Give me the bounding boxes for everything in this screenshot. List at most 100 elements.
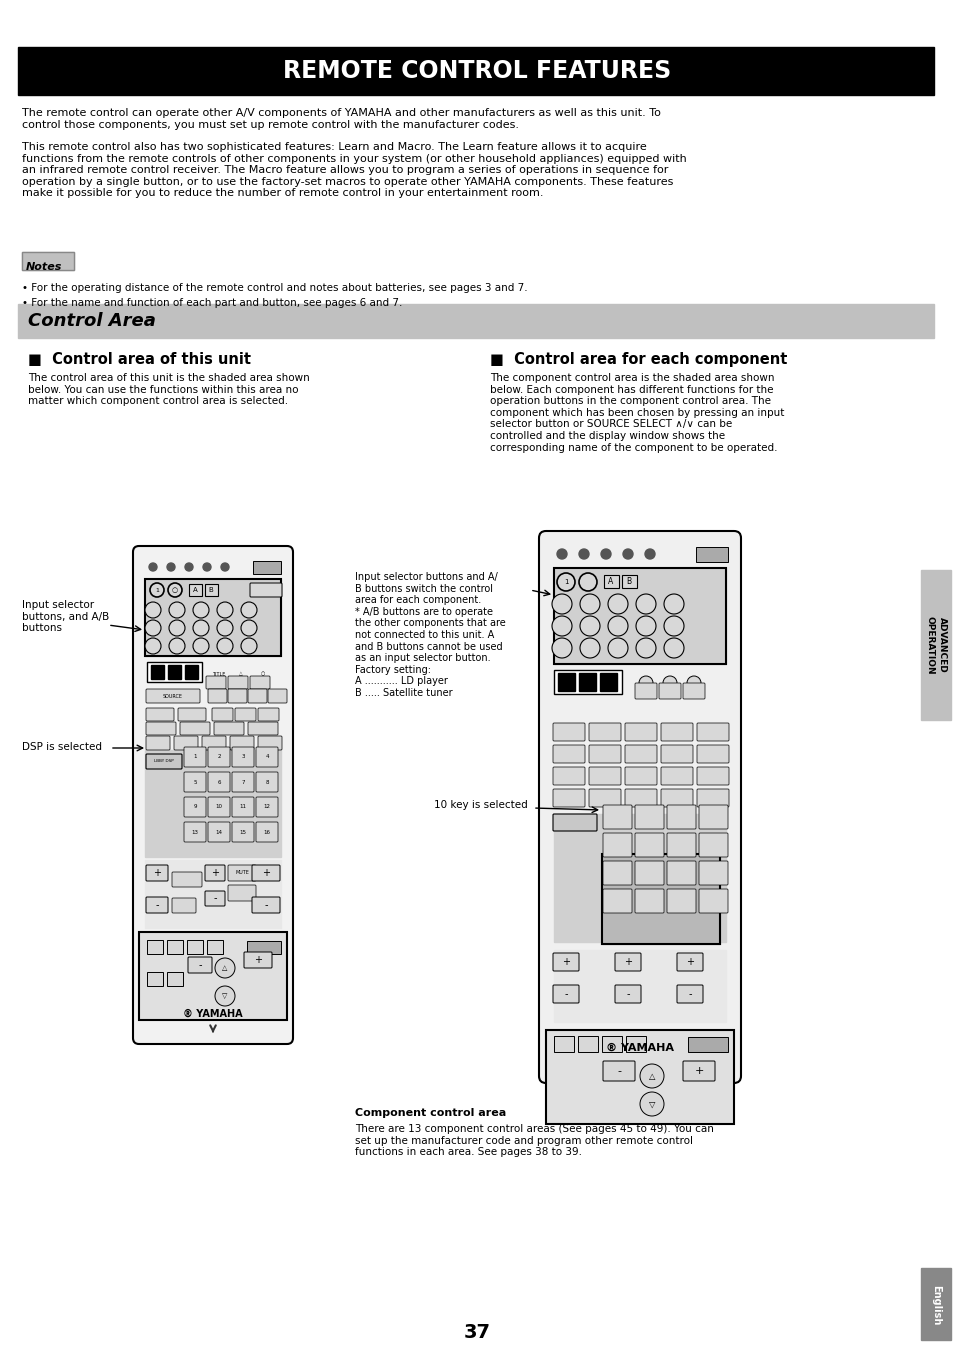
Bar (139, 931, 287, 1020)
FancyBboxPatch shape (250, 582, 282, 597)
Circle shape (216, 603, 233, 617)
Text: The control area of this unit is the shaded area shown
below. You can use the fu: The control area of this unit is the sha… (28, 373, 310, 406)
FancyBboxPatch shape (699, 833, 727, 857)
Circle shape (686, 675, 700, 690)
Circle shape (636, 616, 656, 636)
Bar (145, 580, 281, 656)
FancyBboxPatch shape (205, 865, 225, 882)
FancyBboxPatch shape (697, 723, 728, 741)
Bar (601, 1037, 621, 1051)
Text: TITLE: TITLE (213, 671, 226, 677)
Text: 15: 15 (239, 829, 246, 834)
Circle shape (552, 616, 572, 636)
Circle shape (214, 958, 234, 979)
FancyBboxPatch shape (146, 754, 182, 768)
Circle shape (193, 638, 209, 654)
Circle shape (145, 638, 161, 654)
FancyBboxPatch shape (255, 747, 277, 767)
Text: SOURCE: SOURCE (163, 693, 183, 698)
FancyBboxPatch shape (188, 957, 212, 973)
Circle shape (663, 594, 683, 613)
Circle shape (644, 549, 655, 559)
Bar (247, 941, 281, 954)
FancyBboxPatch shape (666, 805, 696, 829)
Bar (185, 665, 198, 679)
FancyBboxPatch shape (208, 747, 230, 767)
Text: △: △ (222, 965, 228, 971)
FancyBboxPatch shape (697, 789, 728, 807)
FancyBboxPatch shape (184, 772, 206, 793)
Circle shape (150, 582, 164, 597)
FancyBboxPatch shape (588, 723, 620, 741)
FancyBboxPatch shape (228, 689, 247, 704)
Bar (554, 1037, 574, 1051)
FancyBboxPatch shape (635, 805, 663, 829)
FancyBboxPatch shape (232, 797, 253, 817)
FancyBboxPatch shape (635, 861, 663, 886)
FancyBboxPatch shape (553, 745, 584, 763)
FancyBboxPatch shape (248, 723, 277, 735)
Circle shape (167, 563, 174, 572)
Circle shape (169, 638, 185, 654)
Circle shape (169, 603, 185, 617)
FancyBboxPatch shape (257, 708, 278, 721)
Text: English: English (930, 1285, 940, 1325)
Circle shape (185, 563, 193, 572)
Text: ® YAMAHA: ® YAMAHA (605, 1043, 673, 1053)
FancyBboxPatch shape (699, 888, 727, 913)
Bar (687, 1037, 727, 1051)
FancyBboxPatch shape (624, 789, 657, 807)
Bar (625, 1037, 645, 1051)
Circle shape (663, 616, 683, 636)
Circle shape (579, 638, 599, 658)
Circle shape (663, 638, 683, 658)
Text: 13: 13 (192, 829, 198, 834)
FancyBboxPatch shape (660, 745, 692, 763)
FancyBboxPatch shape (234, 708, 255, 721)
Circle shape (241, 620, 256, 636)
FancyBboxPatch shape (255, 797, 277, 817)
Circle shape (607, 616, 627, 636)
Circle shape (636, 638, 656, 658)
Circle shape (552, 594, 572, 613)
Circle shape (552, 638, 572, 658)
Text: • For the name and function of each part and button, see pages 6 and 7.: • For the name and function of each part… (22, 298, 402, 307)
FancyBboxPatch shape (228, 886, 255, 900)
Circle shape (241, 603, 256, 617)
Text: △: △ (239, 671, 243, 677)
FancyBboxPatch shape (255, 772, 277, 793)
FancyBboxPatch shape (635, 888, 663, 913)
Text: Input selector buttons and A/
B buttons switch the control
area for each compone: Input selector buttons and A/ B buttons … (355, 572, 505, 698)
Circle shape (149, 563, 157, 572)
Bar (18, 47, 933, 94)
FancyBboxPatch shape (553, 723, 584, 741)
FancyBboxPatch shape (666, 861, 696, 886)
Text: Control Area: Control Area (28, 311, 155, 330)
FancyBboxPatch shape (228, 675, 248, 689)
FancyBboxPatch shape (624, 723, 657, 741)
Circle shape (168, 582, 182, 597)
Bar (603, 576, 618, 588)
FancyBboxPatch shape (250, 675, 270, 689)
Bar (168, 665, 181, 679)
Text: 2: 2 (217, 755, 220, 759)
Text: 9: 9 (193, 805, 196, 810)
FancyBboxPatch shape (615, 985, 640, 1003)
Bar (578, 1037, 598, 1051)
Circle shape (639, 1092, 663, 1116)
Text: The component control area is the shaded area shown
below. Each component has di: The component control area is the shaded… (490, 373, 783, 453)
Text: DSP is selected: DSP is selected (22, 741, 102, 752)
FancyBboxPatch shape (202, 736, 226, 749)
Bar (167, 972, 183, 985)
Circle shape (579, 616, 599, 636)
FancyBboxPatch shape (146, 736, 170, 749)
Text: ▽: ▽ (648, 1100, 655, 1108)
Circle shape (607, 638, 627, 658)
FancyBboxPatch shape (602, 888, 631, 913)
Circle shape (639, 675, 652, 690)
Text: +: + (211, 868, 219, 878)
Text: ■  Control area of this unit: ■ Control area of this unit (28, 352, 251, 367)
FancyBboxPatch shape (677, 985, 702, 1003)
Bar (22, 252, 74, 270)
Bar (554, 950, 725, 1022)
